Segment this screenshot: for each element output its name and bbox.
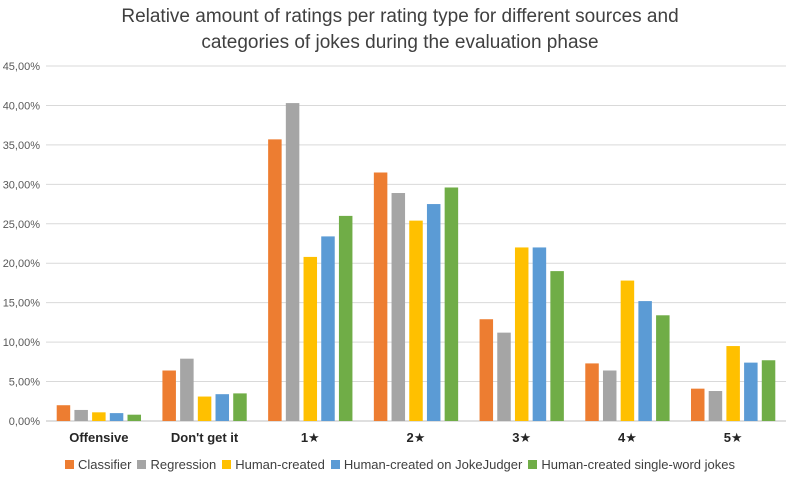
x-tick-label: 4★: [618, 430, 637, 445]
y-tick-label: 0,00%: [9, 416, 40, 428]
bar: [180, 358, 194, 421]
bar: [761, 360, 776, 421]
bar: [74, 409, 88, 421]
chart-title-line-1: Relative amount of ratings per rating ty…: [121, 6, 679, 27]
bar: [656, 315, 670, 421]
y-tick-label: 35,00%: [3, 140, 41, 152]
y-tick-label: 45,00%: [3, 61, 41, 73]
legend-swatch: [528, 460, 538, 469]
legend-label: Human-created single-word jokes: [541, 457, 735, 472]
bar: [285, 103, 300, 422]
x-tick-label: 5★: [724, 430, 743, 445]
bar: [338, 215, 353, 421]
bar: [602, 370, 617, 421]
y-tick-label: 20,00%: [3, 258, 41, 270]
legend-label: Human-created: [235, 457, 325, 472]
x-axis-ticks: Offensive Don't get it 1★ 2★ 3★ 4★ 5★: [69, 430, 742, 445]
y-axis-ticks: 0,00% 5,00% 10,00% 15,00% 20,00% 25,00% 30,00%…: [3, 61, 41, 428]
legend-swatch: [137, 460, 147, 469]
bars: [56, 103, 776, 422]
bar: [268, 139, 282, 421]
x-tick-label: 2★: [407, 430, 426, 445]
bar: [514, 247, 529, 421]
legend-item: Human-created single-word jokes: [528, 457, 735, 472]
y-tick-label: 40,00%: [3, 100, 41, 112]
bar: [690, 388, 705, 421]
bar: [550, 271, 564, 421]
legend: Classifier Regression Human-created Human-c…: [0, 457, 800, 472]
y-tick-label: 25,00%: [3, 219, 41, 231]
bar: [744, 362, 758, 421]
x-tick-label: Offensive: [69, 430, 128, 445]
bar: [92, 412, 106, 421]
bar: [56, 405, 71, 421]
legend-item: Human-created: [222, 457, 325, 472]
legend-swatch: [222, 460, 232, 469]
legend-swatch: [65, 460, 74, 469]
bar: [585, 363, 599, 421]
bar: [532, 247, 547, 421]
bar: [426, 204, 441, 421]
chart-title: Relative amount of ratings per rating ty…: [0, 4, 800, 56]
legend-label: Classifier: [78, 457, 132, 472]
bar: [109, 413, 124, 421]
bar: [162, 370, 176, 421]
bar: [708, 391, 723, 421]
x-tick-label: Don't get it: [171, 430, 239, 445]
bar: [373, 172, 388, 421]
bar: [620, 280, 635, 421]
bar: [638, 301, 652, 421]
legend-label: Regression: [150, 457, 217, 472]
y-tick-label: 30,00%: [3, 179, 41, 191]
chart-title-line-2: categories of jokes during the evaluatio…: [201, 32, 599, 53]
bar: [479, 319, 494, 421]
bar: [726, 346, 740, 421]
legend-item: Classifier: [65, 457, 131, 472]
x-tick-label: 1★: [301, 430, 320, 445]
y-tick-label: 15,00%: [3, 298, 41, 310]
x-tick-label: 3★: [512, 430, 531, 445]
legend-item: Regression: [137, 457, 216, 472]
bar: [215, 394, 230, 421]
bar: [497, 332, 511, 421]
legend-swatch: [330, 460, 340, 469]
bar: [444, 187, 459, 421]
bar: [233, 393, 247, 421]
legend-item: Human-created on JokeJudger: [330, 457, 523, 472]
bar: [391, 193, 406, 421]
legend-label: Human-created on JokeJudger: [343, 457, 523, 472]
bar: [409, 220, 423, 421]
bar: [127, 414, 142, 421]
y-tick-label: 5,00%: [9, 377, 40, 389]
y-tick-label: 10,00%: [3, 337, 41, 349]
bar: [321, 236, 335, 421]
bar: [197, 396, 212, 421]
bar: [303, 256, 318, 421]
